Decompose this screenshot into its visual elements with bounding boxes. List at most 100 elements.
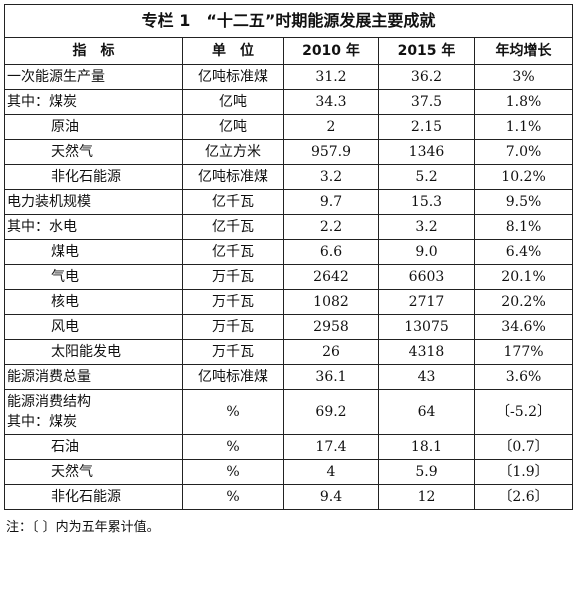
row-indicator: 能源消费总量 [4,364,183,390]
row-unit: 亿吨标准煤 [182,164,284,190]
row-value-2015: 2717 [378,289,475,315]
row-value-2015: 1346 [378,139,475,165]
table-row: 核电 万千瓦 1082 2717 20.2% [4,289,574,315]
row-indicator: 核电 [4,289,183,315]
header-unit: 单 位 [182,37,284,65]
row-value-2010: 2958 [283,314,379,340]
row-value-2010: 1082 [283,289,379,315]
row-value-2010: 2 [283,114,379,140]
energy-table: 专栏 1 “十二五”时期能源发展主要成就 指 标 单 位 2010 年 2015… [3,4,574,510]
row-unit: 亿吨标准煤 [182,364,284,390]
table-row: 一次能源生产量 亿吨标准煤 31.2 36.2 3% [4,64,574,90]
row-indicator-line: 其中：煤炭 [7,414,77,430]
row-indicator: 太阳能发电 [4,339,183,365]
table-row: 天然气 亿立方米 957.9 1346 7.0% [4,139,574,165]
table-row: 煤电 亿千瓦 6.6 9.0 6.4% [4,239,574,265]
row-growth: 1.8% [473,89,574,115]
row-growth: 34.6% [473,314,574,340]
row-indicator: 煤电 [4,239,183,265]
row-unit: 亿吨标准煤 [182,64,284,90]
header-indicator: 指 标 [4,37,183,65]
row-value-2015: 36.2 [378,64,475,90]
row-value-2015: 15.3 [378,189,475,215]
row-value-2010: 17.4 [283,434,379,460]
row-indicator: 非化石能源 [4,484,183,510]
row-value-2015: 13075 [378,314,475,340]
row-value-2010: 9.4 [283,484,379,510]
row-growth: 8.1% [473,214,574,240]
row-indicator: 其中：煤炭 [4,89,183,115]
energy-achievements-panel: 专栏 1 “十二五”时期能源发展主要成就 指 标 单 位 2010 年 2015… [3,4,574,535]
row-indicator: 其中：水电 [4,214,183,240]
row-growth: 〔1.9〕 [473,459,574,485]
row-growth: 3% [473,64,574,90]
row-growth: 6.4% [473,239,574,265]
row-value-2010: 26 [283,339,379,365]
table-row: 能源消费结构 其中：煤炭 % 69.2 64 〔-5.2〕 [4,389,574,435]
row-value-2015: 3.2 [378,214,475,240]
header-2010: 2010 年 [283,37,379,65]
row-value-2010: 9.7 [283,189,379,215]
row-value-2010: 2642 [283,264,379,290]
row-indicator: 天然气 [4,459,183,485]
row-growth: 〔2.6〕 [473,484,574,510]
row-value-2010: 69.2 [283,389,379,435]
table-title: 专栏 1 “十二五”时期能源发展主要成就 [3,4,574,38]
header-growth: 年均增长 [473,37,574,65]
row-indicator: 石油 [4,434,183,460]
row-value-2010: 34.3 [283,89,379,115]
table-row: 天然气 % 4 5.9 〔1.9〕 [4,459,574,485]
row-unit: 万千瓦 [182,314,284,340]
row-indicator: 能源消费结构 其中：煤炭 [4,389,183,435]
row-value-2015: 4318 [378,339,475,365]
row-unit: % [182,434,284,460]
table-row: 石油 % 17.4 18.1 〔0.7〕 [4,434,574,460]
row-indicator: 天然气 [4,139,183,165]
row-indicator: 原油 [4,114,183,140]
row-indicator: 风电 [4,314,183,340]
row-value-2015: 18.1 [378,434,475,460]
table-row: 非化石能源 % 9.4 12 〔2.6〕 [4,484,574,510]
row-growth: 9.5% [473,189,574,215]
row-growth: 1.1% [473,114,574,140]
row-growth: 20.2% [473,289,574,315]
row-unit: 亿立方米 [182,139,284,165]
table-row: 气电 万千瓦 2642 6603 20.1% [4,264,574,290]
row-unit: 亿千瓦 [182,189,284,215]
row-value-2010: 36.1 [283,364,379,390]
row-growth: 10.2% [473,164,574,190]
row-unit: 亿吨 [182,114,284,140]
row-value-2015: 5.2 [378,164,475,190]
row-indicator: 电力装机规模 [4,189,183,215]
row-value-2010: 4 [283,459,379,485]
row-unit: % [182,459,284,485]
row-value-2010: 6.6 [283,239,379,265]
header-2015: 2015 年 [378,37,475,65]
row-unit: % [182,389,284,435]
table-row: 非化石能源 亿吨标准煤 3.2 5.2 10.2% [4,164,574,190]
row-growth: 177% [473,339,574,365]
row-growth: 〔0.7〕 [473,434,574,460]
table-row: 电力装机规模 亿千瓦 9.7 15.3 9.5% [4,189,574,215]
row-unit: 亿千瓦 [182,239,284,265]
table-row: 原油 亿吨 2 2.15 1.1% [4,114,574,140]
table-row: 风电 万千瓦 2958 13075 34.6% [4,314,574,340]
row-value-2015: 5.9 [378,459,475,485]
row-unit: 亿千瓦 [182,214,284,240]
table-footnote: 注：〔 〕内为五年累计值。 [6,520,160,535]
row-unit: 亿吨 [182,89,284,115]
row-unit: % [182,484,284,510]
row-value-2010: 2.2 [283,214,379,240]
row-indicator: 非化石能源 [4,164,183,190]
row-value-2015: 43 [378,364,475,390]
row-growth: 20.1% [473,264,574,290]
table-row: 其中：水电 亿千瓦 2.2 3.2 8.1% [4,214,574,240]
row-value-2015: 37.5 [378,89,475,115]
row-value-2015: 9.0 [378,239,475,265]
row-value-2015: 6603 [378,264,475,290]
row-indicator-line: 能源消费结构 [7,394,91,410]
table-row: 太阳能发电 万千瓦 26 4318 177% [4,339,574,365]
row-value-2015: 2.15 [378,114,475,140]
row-value-2010: 3.2 [283,164,379,190]
row-value-2010: 957.9 [283,139,379,165]
